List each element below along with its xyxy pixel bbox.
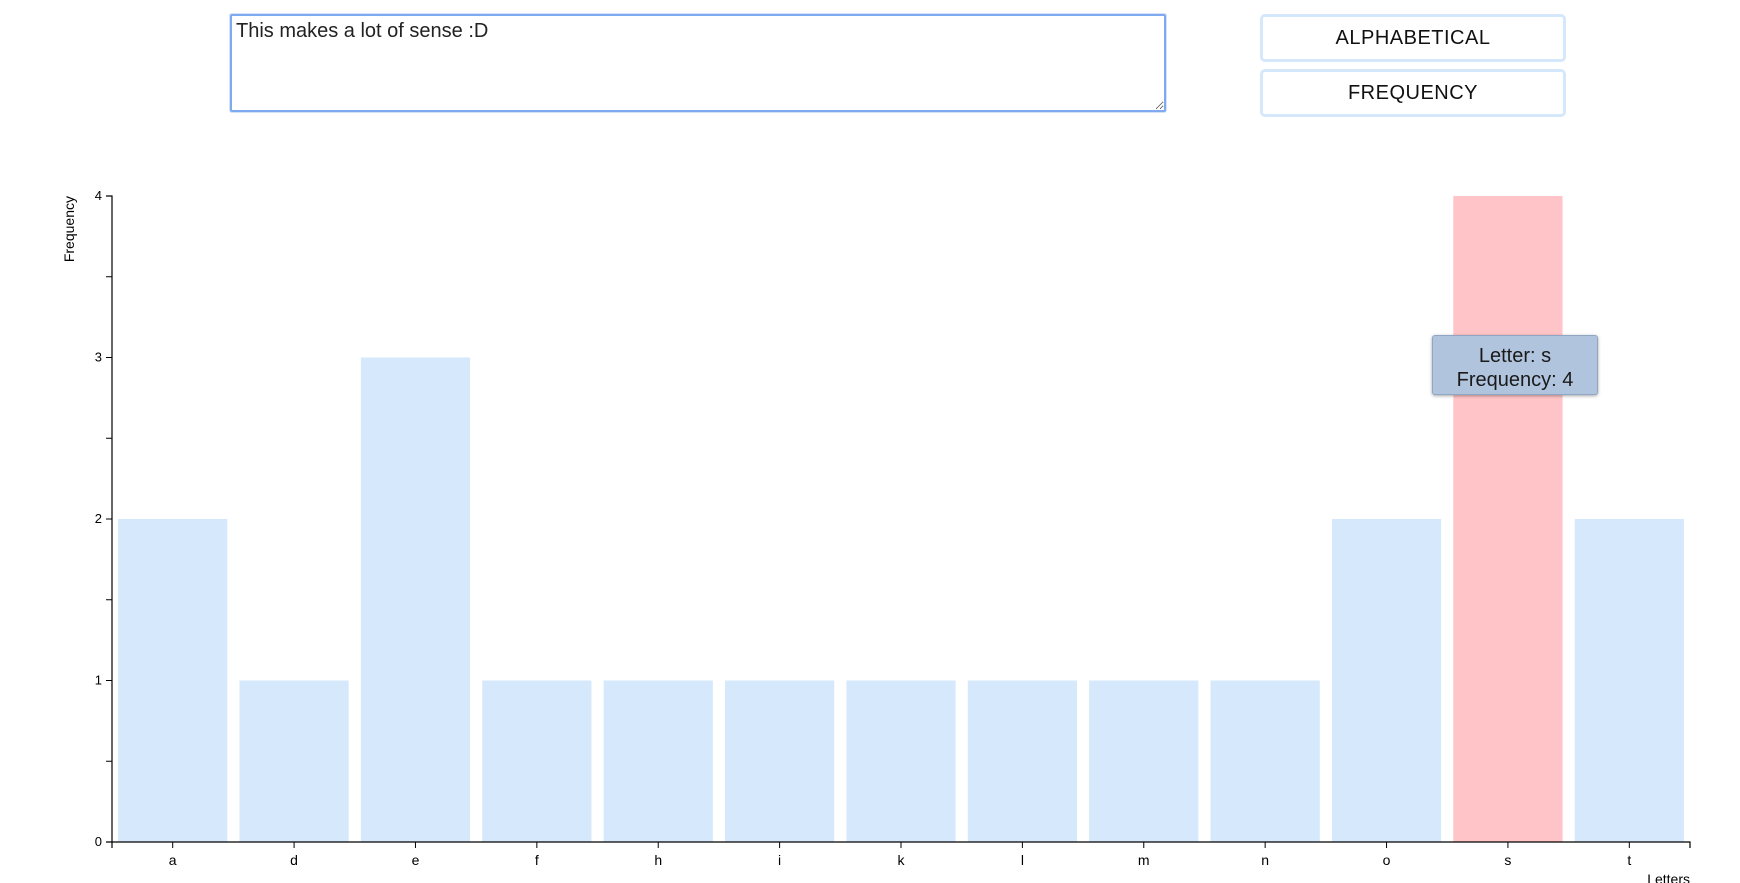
tooltip-letter: Letter: s	[1478, 345, 1552, 367]
y-axis-title: Frequency	[61, 196, 77, 262]
y-tick-label: 1	[95, 673, 102, 688]
x-tick-label-n: n	[1261, 852, 1269, 868]
x-tick-label-o: o	[1383, 852, 1391, 868]
x-axis-title: Letters	[1647, 871, 1690, 883]
x-tick-label-d: d	[290, 852, 298, 868]
x-tick-label-t: t	[1627, 852, 1631, 868]
x-tick-label-e: e	[412, 852, 420, 868]
y-tick-label: 3	[95, 350, 102, 365]
bar-i[interactable]	[724, 680, 835, 843]
bar-s[interactable]	[1453, 196, 1563, 842]
bar-d[interactable]	[239, 680, 349, 843]
y-tick-label: 2	[95, 511, 102, 526]
x-tick-label-s: s	[1504, 852, 1511, 868]
bar-o[interactable]	[1331, 519, 1442, 842]
x-tick-label-f: f	[535, 852, 539, 868]
x-tick-label-a: a	[169, 852, 177, 868]
tooltip-frequency: Frequency: 4	[1456, 369, 1574, 391]
x-tick-label-k: k	[898, 852, 906, 868]
sort-alphabetical-button[interactable]: ALPHABETICAL	[1260, 14, 1566, 62]
bar-n[interactable]	[1210, 680, 1320, 843]
bar-tooltip: Letter: s Frequency: 4	[1432, 335, 1598, 395]
bar-a[interactable]	[118, 519, 228, 842]
bar-l[interactable]	[967, 680, 1078, 843]
x-tick-label-m: m	[1138, 852, 1150, 868]
text-input[interactable]: This makes a lot of sense :D	[230, 14, 1166, 112]
bar-e[interactable]	[360, 357, 471, 843]
bar-f[interactable]	[482, 680, 592, 843]
bars-layer	[118, 196, 1684, 842]
bar-m[interactable]	[1089, 680, 1199, 843]
x-tick-label-l: l	[1021, 852, 1024, 868]
y-tick-label: 4	[95, 188, 102, 203]
sort-frequency-button[interactable]: FREQUENCY	[1260, 69, 1566, 117]
x-axis-line	[111, 841, 1691, 848]
bar-t[interactable]	[1574, 519, 1684, 842]
x-tick-label-h: h	[654, 852, 662, 868]
y-axis-line	[106, 195, 113, 843]
bar-h[interactable]	[603, 680, 713, 843]
y-tick-label: 0	[95, 834, 102, 849]
bar-k[interactable]	[846, 680, 956, 843]
x-tick-label-i: i	[778, 852, 781, 868]
